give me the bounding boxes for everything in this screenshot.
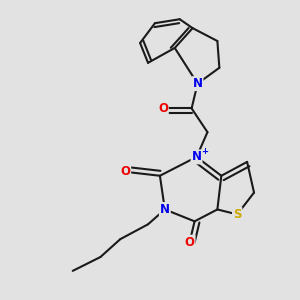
Text: N: N xyxy=(160,203,170,216)
Text: O: O xyxy=(120,165,130,178)
Text: S: S xyxy=(233,208,242,221)
Text: O: O xyxy=(158,102,168,115)
Text: N: N xyxy=(193,77,202,90)
Text: +: + xyxy=(201,148,208,157)
Text: O: O xyxy=(184,236,195,249)
Text: N: N xyxy=(192,150,202,164)
